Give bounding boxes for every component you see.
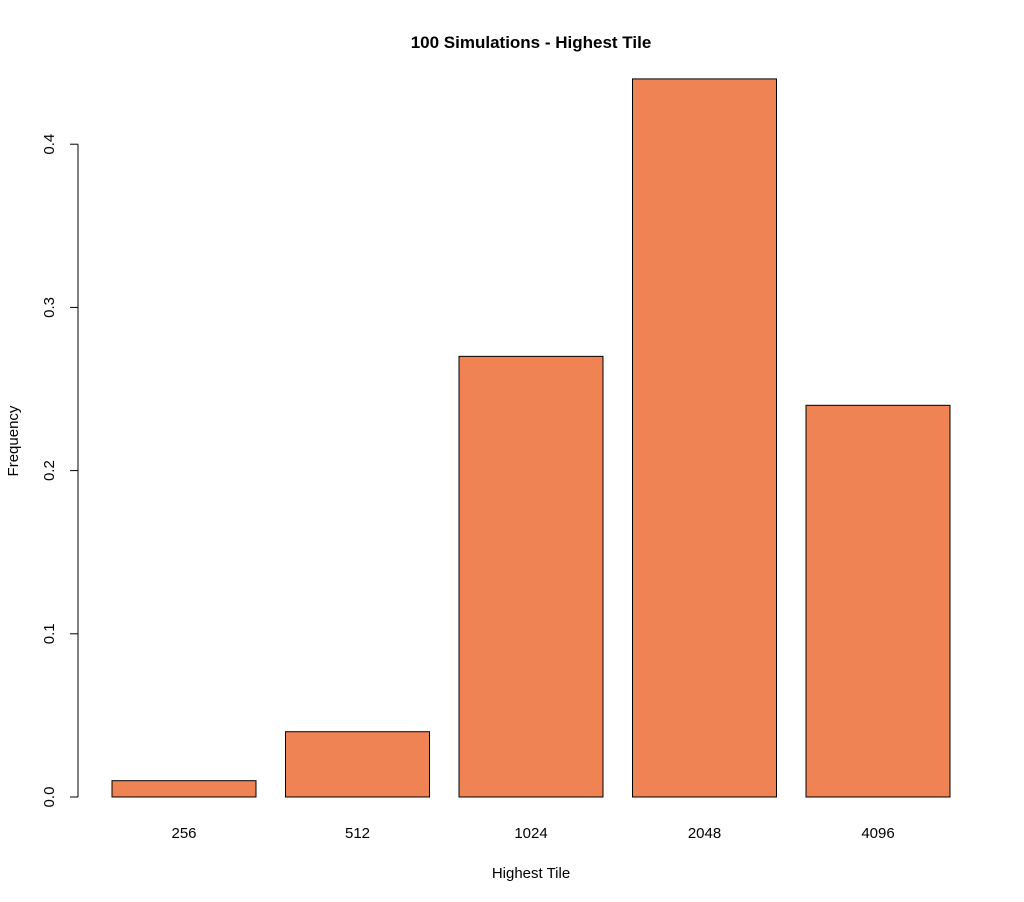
y-tick-label: 0.2 [41,460,58,481]
x-tick-label-1024: 1024 [514,825,547,842]
x-axis-title: Highest Tile [492,865,570,882]
x-tick-label-512: 512 [345,825,370,842]
y-axis-title: Frequency [5,405,22,476]
x-axis-labels: 256 512 1024 2048 4096 [171,825,894,842]
bar-4096 [805,404,951,798]
x-tick-label-2048: 2048 [688,825,721,842]
bars-group [111,78,951,798]
chart-title: 100 Simulations - Highest Tile [411,33,652,52]
bar-512 [285,731,430,798]
bar-2048 [632,78,777,798]
x-tick-label-4096: 4096 [861,825,894,842]
y-tick-label: 0.3 [41,297,58,318]
bar-1024 [458,355,604,798]
bar-256 [111,780,257,798]
y-tick-label: 0.4 [41,134,58,155]
y-axis: 0.0 0.1 0.2 0.3 0.4 [41,134,79,808]
y-tick-label: 0.0 [41,787,58,808]
x-tick-label-256: 256 [171,825,196,842]
y-tick-label: 0.1 [41,623,58,644]
